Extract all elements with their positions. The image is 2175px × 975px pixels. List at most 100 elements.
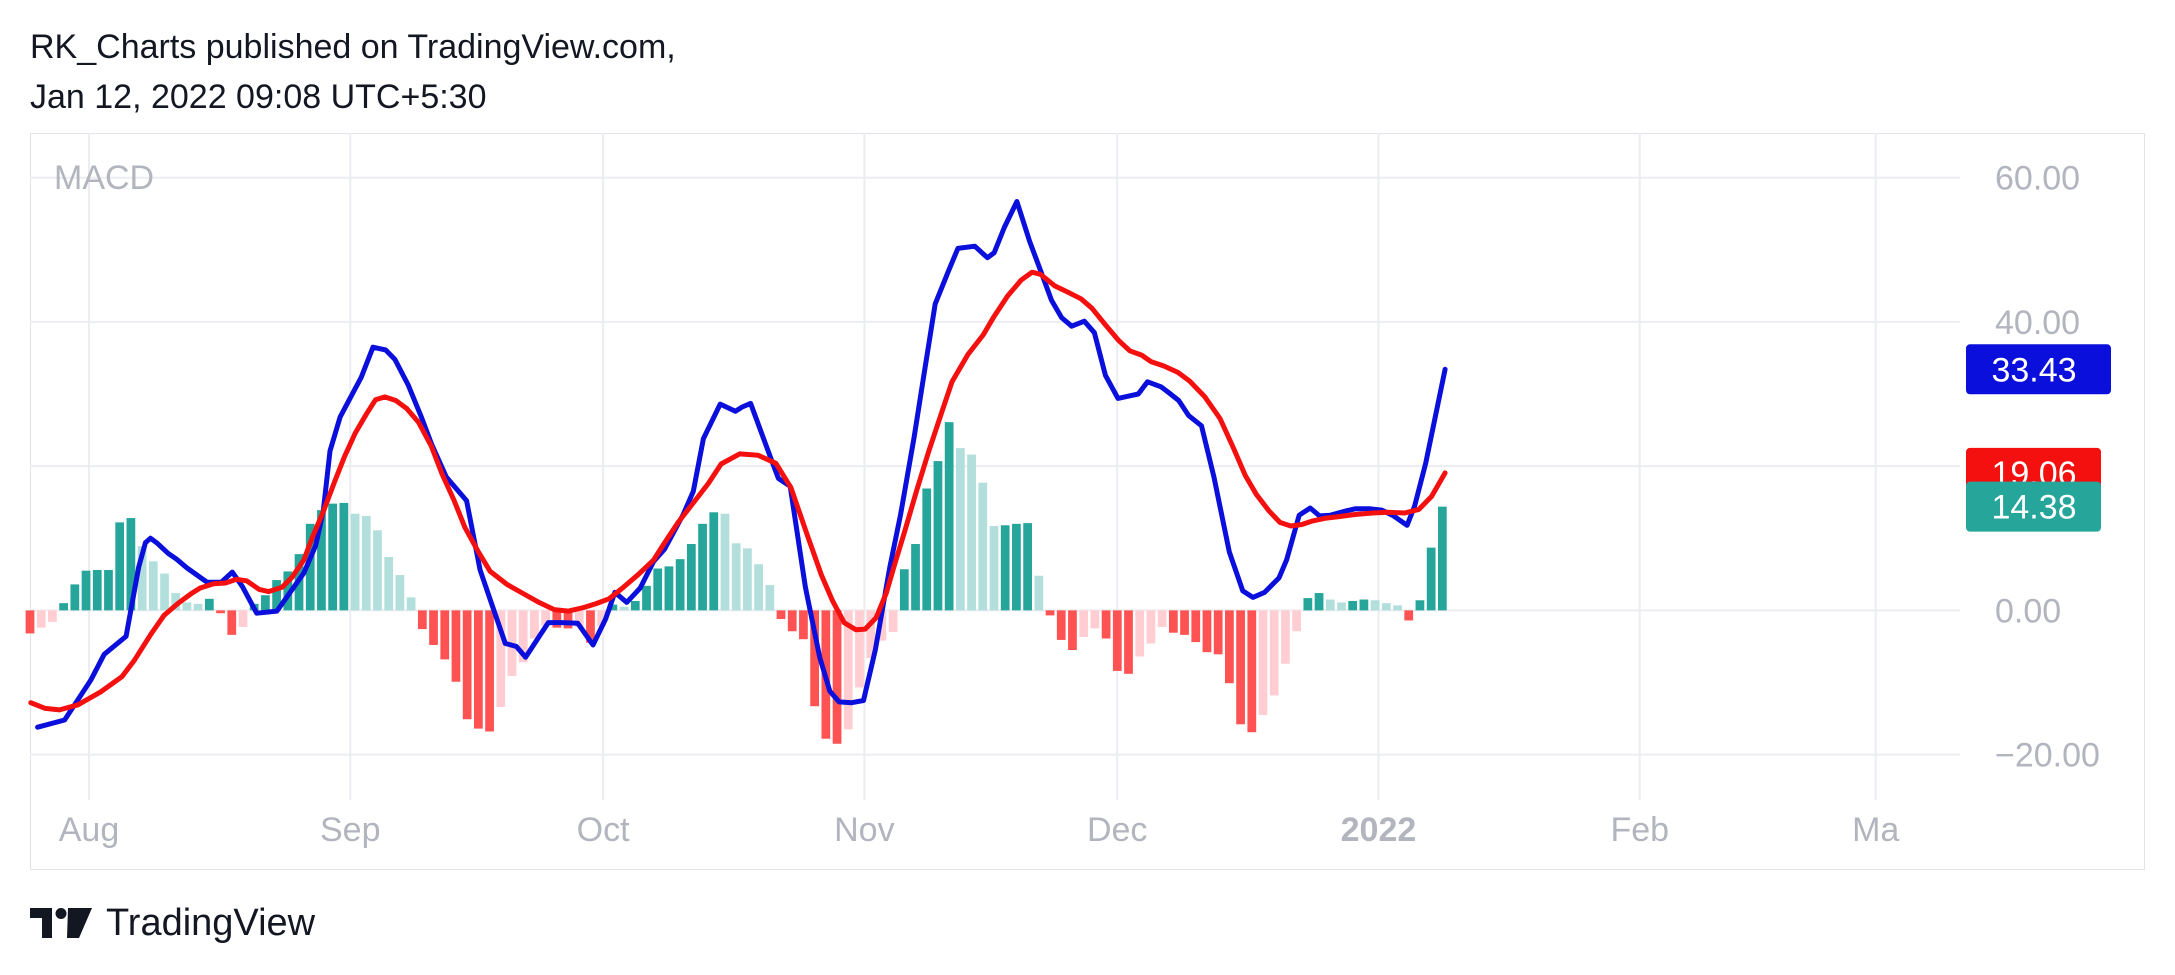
histogram-bar <box>384 556 394 611</box>
x-tick-label: Nov <box>834 811 894 849</box>
y-tick-label: −20.00 <box>1995 737 2100 775</box>
x-tick-label: 2022 <box>1341 811 1417 849</box>
histogram-bar <box>967 454 976 611</box>
histogram-bar <box>810 610 820 707</box>
histogram-bar <box>1337 602 1346 611</box>
histogram-bar <box>1393 605 1402 611</box>
histogram-bar <box>36 610 46 628</box>
histogram-bar <box>25 610 35 634</box>
histogram-bar <box>686 544 696 611</box>
histogram-bar <box>978 482 988 611</box>
histogram-bar <box>1258 610 1268 715</box>
histogram-bar <box>1225 610 1234 684</box>
last-value-tag: 14.38 <box>1966 481 2101 532</box>
histogram-bar <box>1404 610 1414 621</box>
histogram-bar <box>1415 600 1425 611</box>
last-value-tag: 33.43 <box>1966 344 2111 395</box>
histogram-bar <box>698 523 707 611</box>
histogram-bar <box>619 606 629 611</box>
histogram-bar <box>1381 603 1391 611</box>
histogram-bar <box>1191 610 1201 643</box>
histogram-bar <box>350 513 360 611</box>
histogram-bar <box>1135 610 1145 657</box>
histogram-bar <box>216 610 225 614</box>
histogram-bar <box>1359 599 1369 611</box>
x-tick-label: Dec <box>1087 811 1147 849</box>
tradingview-brand: TradingView <box>30 898 315 948</box>
histogram-bar <box>171 593 181 611</box>
histogram-bar <box>754 564 763 611</box>
histogram-bar <box>933 461 943 611</box>
histogram-bar <box>373 530 382 611</box>
histogram-bar <box>1325 599 1335 611</box>
histogram-bar <box>720 513 730 611</box>
histogram-bar <box>81 570 91 611</box>
histogram-bar <box>1269 610 1279 696</box>
histogram-bar <box>799 610 808 640</box>
histogram-bar <box>406 597 416 611</box>
histogram-bar <box>283 571 293 611</box>
histogram-bar <box>1068 610 1077 651</box>
histogram-bar <box>922 488 932 611</box>
x-tick-label: Feb <box>1610 811 1669 849</box>
histogram-bar <box>1281 610 1290 664</box>
histogram-bar <box>1180 610 1189 635</box>
histogram-bar <box>608 604 618 611</box>
histogram-bar <box>518 610 528 663</box>
histogram-bar <box>1124 610 1133 674</box>
y-tick-label: 40.00 <box>1995 304 2080 342</box>
histogram-bar <box>1157 610 1167 627</box>
histogram-bar <box>305 523 315 611</box>
last-value-tag-bg <box>1966 481 2101 532</box>
histogram-bar <box>272 580 281 611</box>
histogram-bar <box>496 610 506 707</box>
histogram-bar <box>653 568 663 611</box>
histogram-bar <box>59 603 68 611</box>
histogram-bar <box>361 515 371 611</box>
histogram-bar <box>1236 610 1245 725</box>
indicator-title: MACD <box>54 159 154 197</box>
x-tick-label: Sep <box>320 811 381 849</box>
histogram-bar <box>1202 610 1212 653</box>
histogram-bar <box>787 610 797 632</box>
tradingview-logo-icon <box>30 908 92 938</box>
histogram-bar <box>911 544 920 611</box>
histogram-bar <box>597 610 607 627</box>
y-tick-label: 60.00 <box>1995 160 2080 198</box>
histogram-bar <box>664 566 674 611</box>
histogram-bar <box>866 610 876 658</box>
histogram-bar <box>115 522 125 611</box>
histogram-bar <box>1034 575 1044 611</box>
histogram-bar <box>843 610 853 730</box>
histogram-bar <box>642 585 651 611</box>
histogram-bar <box>1079 610 1089 638</box>
histogram-bar <box>395 575 405 611</box>
histogram-bar <box>451 610 461 682</box>
brand-label: TradingView <box>106 901 316 944</box>
histogram-bar <box>1426 547 1436 611</box>
histogram-bar <box>1247 610 1257 733</box>
histogram-bar <box>709 512 719 611</box>
histogram-bar <box>832 610 842 744</box>
histogram-bar <box>193 603 203 611</box>
histogram-bar <box>1000 525 1010 611</box>
histogram-bar <box>1101 610 1111 639</box>
histogram-bar <box>1348 600 1358 611</box>
last-value-tag-bg <box>1966 344 2111 395</box>
histogram-bar <box>1056 610 1066 640</box>
histogram-bar <box>1168 610 1178 633</box>
histogram-bar <box>675 559 685 611</box>
publish-date-line: Jan 12, 2022 09:08 UTC+5:30 <box>30 78 487 116</box>
histogram-bar <box>70 584 80 611</box>
signal-line <box>28 269 1448 713</box>
last-value-tag-text: 33.43 <box>1991 351 2076 389</box>
publisher-line: RK_Charts published on TradingView.com, <box>30 28 676 66</box>
histogram-bar <box>339 502 349 611</box>
macd-line <box>35 199 1448 730</box>
histogram-bar <box>92 569 102 611</box>
histogram-bar <box>1023 523 1032 611</box>
histogram-bar <box>776 610 786 620</box>
histogram-bar <box>586 610 595 643</box>
histogram-bar <box>574 610 584 627</box>
